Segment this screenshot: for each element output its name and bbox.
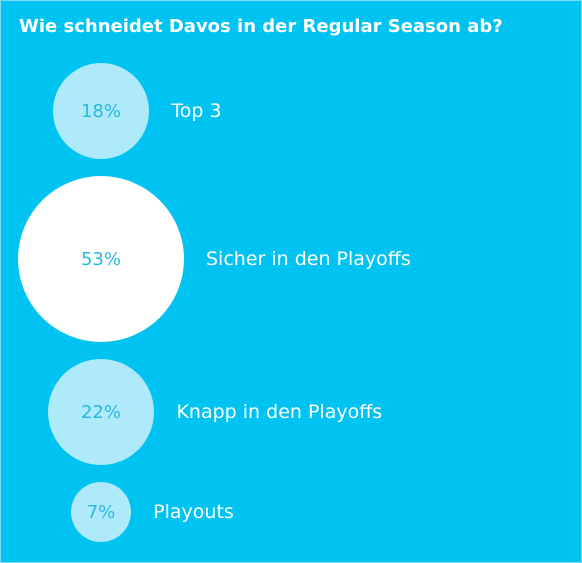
- result-bubble: 53%: [18, 176, 184, 342]
- result-bubble: 7%: [70, 481, 132, 543]
- result-bubble: 22%: [47, 358, 155, 466]
- option-label: Sicher in den Playoffs: [206, 248, 411, 270]
- option-label: Knapp in den Playoffs: [176, 401, 383, 423]
- percentage-label: 18%: [80, 100, 121, 122]
- result-bubble: 18%: [52, 62, 150, 160]
- percentage-label: 22%: [80, 401, 121, 423]
- percentage-label: 7%: [86, 501, 116, 523]
- option-label: Top 3: [171, 100, 222, 122]
- percentage-label: 53%: [80, 248, 121, 270]
- poll-title: Wie schneidet Davos in der Regular Seaso…: [19, 16, 503, 37]
- option-label: Playouts: [153, 501, 234, 523]
